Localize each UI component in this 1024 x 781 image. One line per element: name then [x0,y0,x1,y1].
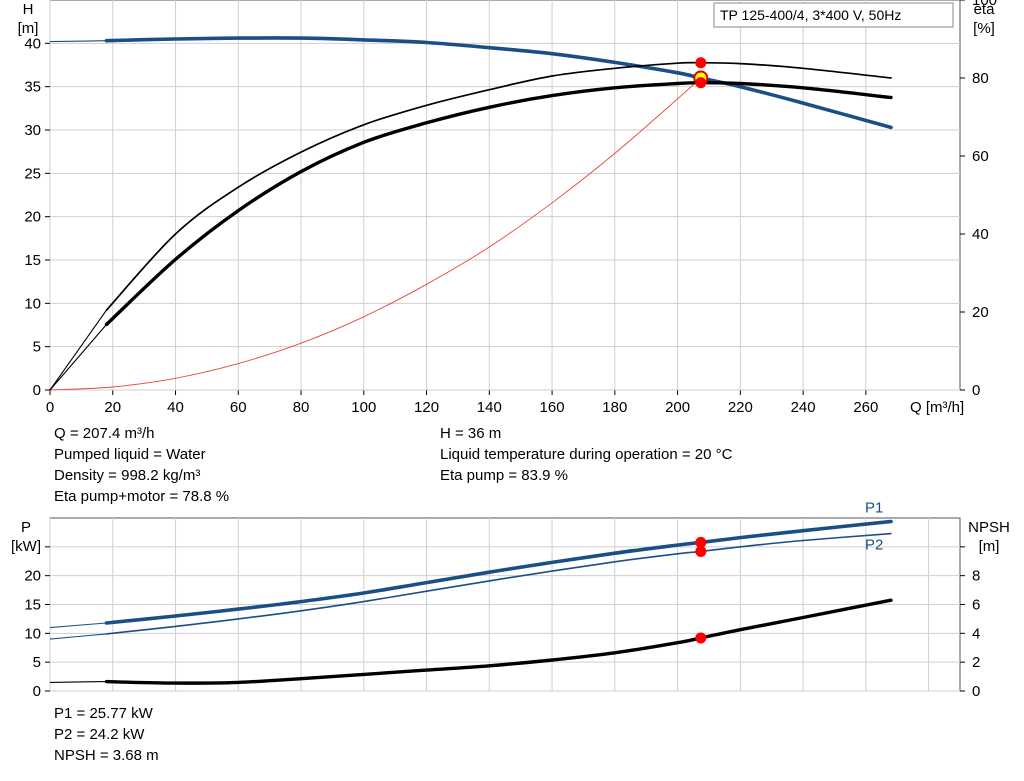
x-tick-label: 220 [728,399,753,416]
y-tick-label: 15 [24,597,41,614]
x-tick-label: 260 [853,399,878,416]
info-eta-pump-motor: Eta pump+motor = 78.8 % [54,488,230,505]
info-flow: Q = 207.4 m³/h [54,425,155,442]
series-P1 [104,519,893,625]
operating-point-marker [695,545,707,557]
info-head: H = 36 m [440,425,502,442]
x-tick-label: 20 [104,399,121,416]
series-eta_pump [105,61,892,311]
series-lead-head [49,40,107,43]
x-tick-label: 60 [230,399,247,416]
y-tick-label: 10 [24,625,41,642]
info-density: Density = 998.2 kg/m³ [54,467,201,484]
y2-tick-label: 6 [972,597,980,614]
series-label-P1: P1 [865,499,883,516]
x-tick-label: 240 [791,399,816,416]
operating-point-marker [695,77,707,89]
y-axis-unit: [m] [18,20,39,37]
y-tick-label: 10 [24,295,41,312]
y2-tick-label: 0 [972,382,980,399]
x-tick-label: 140 [477,399,502,416]
power-npsh-chart: 0 5 10 15 20 0 2 4 6 8 P [kW] NPSH [m] P1 P2 [11,499,1010,700]
x-tick-label: 40 [167,399,184,416]
x-tick-label: 0 [46,399,54,416]
y-tick-label: 30 [24,122,41,139]
operating-point-marker [695,57,707,69]
y-axis-label: P [21,519,31,536]
y-tick-label: 15 [24,252,41,269]
series-eta_pump_motor [104,80,893,327]
series-system [49,77,702,391]
info-p2: P2 = 24.2 kW [54,726,145,743]
y-tick-label: 5 [33,654,41,671]
y-tick-label: 0 [33,683,41,700]
y-tick-label: 20 [24,209,41,226]
info-liquid: Pumped liquid = Water [54,446,206,463]
series-NPSH [104,598,893,685]
operating-point-marker [695,632,707,644]
series-lead-NPSH [49,681,107,683]
series-lead-P2 [49,633,107,640]
chart-title: TP 125-400/4, 3*400 V, 50Hz [720,7,901,23]
series-label-P2: P2 [865,537,883,554]
y2-tick-label: 8 [972,568,980,585]
y-tick-label: 35 [24,79,41,96]
plot-frame [49,0,961,391]
info-npsh: NPSH = 3.68 m [54,747,159,764]
y2-axis-unit: [%] [973,20,995,37]
operating-point-marker [695,536,707,548]
info-panel-bottom: P1 = 25.77 kW P2 = 24.2 kW NPSH = 3.68 m [54,703,159,766]
y2-axis-unit: [m] [979,538,1000,555]
y-tick-label: 20 [24,568,41,585]
x-axis-label: Q [m³/h] [910,399,964,416]
series-lead-P1 [49,622,107,629]
x-tick-label: 80 [293,399,310,416]
info-panel-left: Q = 207.4 m³/h Pumped liquid = Water Den… [54,423,229,507]
x-tick-label: 200 [665,399,690,416]
y-tick-label: 0 [33,382,41,399]
y2-tick-label: 20 [972,304,989,321]
x-tick-label: 100 [351,399,376,416]
title-box-frame [713,2,954,28]
series-head [104,36,893,130]
info-panel-right: H = 36 m Liquid temperature during opera… [440,423,732,486]
x-tick-label: 160 [540,399,565,416]
y-axis-unit: [kW] [11,538,41,555]
y2-tick-label: 0 [972,683,980,700]
y2-axis-label: eta [974,1,996,18]
title-box: TP 125-400/4, 3*400 V, 50Hz [713,2,954,28]
head-efficiency-chart: 0 20 40 60 80 100 120 140 160 180 200 220 240 2600510… [18,0,997,416]
y-tick-label: 5 [33,339,41,356]
y2-tick-label: 60 [972,148,989,165]
series-lead-eta_pump_motor [49,324,107,391]
x-tick-label: 120 [414,399,439,416]
y2-tick-label: 40 [972,226,989,243]
y-tick-label: 25 [24,165,41,182]
y2-tick-label: 4 [972,625,980,642]
info-eta-pump: Eta pump = 83.9 % [440,467,568,484]
y2-axis-label: NPSH [968,519,1010,536]
y2-tick-label: 100 [972,0,997,9]
info-temperature: Liquid temperature during operation = 20… [440,446,733,463]
y2-tick-label: 80 [972,70,989,87]
series-lead-eta_pump [49,309,107,391]
y2-tick-label: 2 [972,654,980,671]
y-axis-label: H [23,1,34,18]
y-tick-label: 40 [24,35,41,52]
info-p1: P1 = 25.77 kW [54,705,153,722]
x-tick-label: 180 [602,399,627,416]
series-P2 [105,532,892,635]
